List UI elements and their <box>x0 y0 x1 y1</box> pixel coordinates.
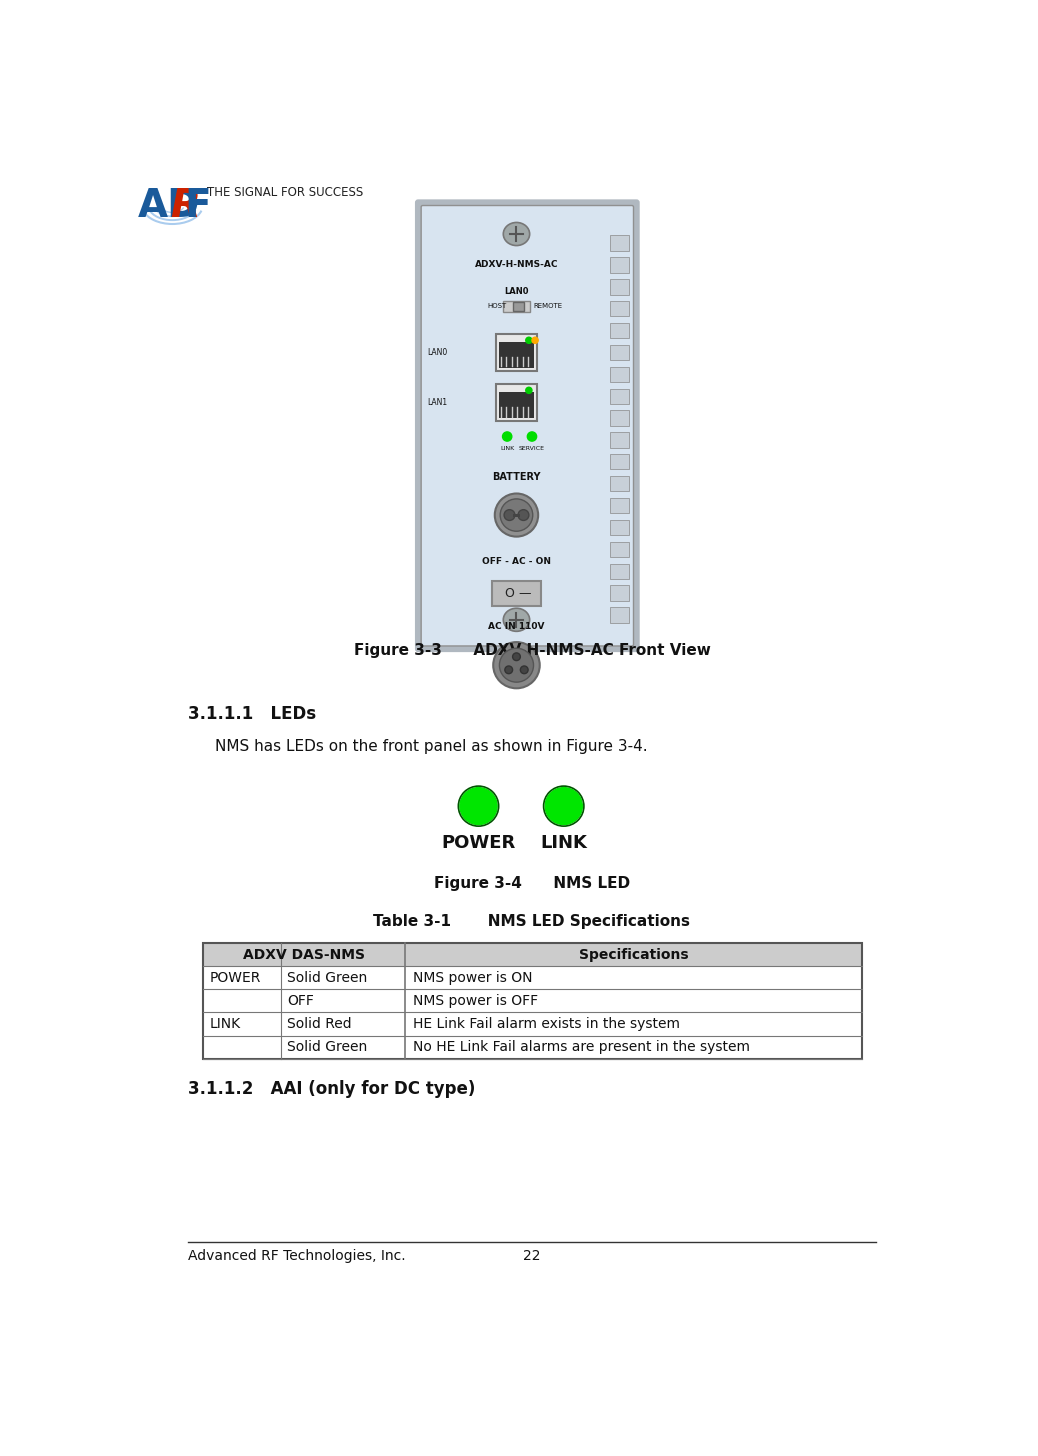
Text: Table 3-1       NMS LED Specifications: Table 3-1 NMS LED Specifications <box>374 914 690 929</box>
Bar <box>610 389 629 403</box>
Circle shape <box>460 788 497 824</box>
Bar <box>610 411 629 425</box>
FancyBboxPatch shape <box>421 205 633 646</box>
Bar <box>514 514 520 517</box>
Text: Figure 3-4      NMS LED: Figure 3-4 NMS LED <box>434 875 630 891</box>
Bar <box>502 301 530 312</box>
Ellipse shape <box>503 609 529 632</box>
Circle shape <box>500 499 532 531</box>
Bar <box>610 454 629 469</box>
Ellipse shape <box>503 223 529 246</box>
Text: BATTERY: BATTERY <box>492 472 541 482</box>
Text: Advanced RF Technologies, Inc.: Advanced RF Technologies, Inc. <box>188 1249 406 1262</box>
Circle shape <box>526 387 532 393</box>
Text: ADXV DAS-NMS: ADXV DAS-NMS <box>243 948 365 962</box>
Bar <box>610 345 629 360</box>
Text: R: R <box>170 186 200 226</box>
Text: REMOTE: REMOTE <box>534 303 563 309</box>
Text: No HE Link Fail alarms are present in the system: No HE Link Fail alarms are present in th… <box>413 1040 749 1054</box>
Bar <box>610 498 629 513</box>
Bar <box>203 967 863 990</box>
Text: Solid Green: Solid Green <box>288 971 367 984</box>
Text: —: — <box>518 587 530 600</box>
Bar <box>610 236 629 250</box>
Bar <box>610 542 629 558</box>
Text: NMS power is OFF: NMS power is OFF <box>413 994 538 1008</box>
Text: 3.1.1.1   LEDs: 3.1.1.1 LEDs <box>188 705 316 722</box>
Text: NMS has LEDs on the front panel as shown in Figure 3-4.: NMS has LEDs on the front panel as shown… <box>215 738 648 754</box>
Circle shape <box>545 788 582 824</box>
Bar <box>610 585 629 601</box>
Circle shape <box>504 510 515 520</box>
Bar <box>610 476 629 491</box>
Text: HOST: HOST <box>487 303 507 309</box>
Bar <box>610 301 629 316</box>
Text: THE SIGNAL FOR SUCCESS: THE SIGNAL FOR SUCCESS <box>208 185 363 198</box>
Bar <box>499 392 534 418</box>
Circle shape <box>518 510 529 520</box>
Bar <box>499 342 534 368</box>
Text: OFF - AC - ON: OFF - AC - ON <box>482 556 551 566</box>
Text: NMS power is ON: NMS power is ON <box>413 971 532 984</box>
Circle shape <box>504 665 513 674</box>
Bar <box>610 432 629 447</box>
Bar <box>610 258 629 272</box>
Bar <box>610 280 629 294</box>
Bar <box>203 1012 863 1035</box>
Text: Specifications: Specifications <box>579 948 688 962</box>
Bar <box>610 367 629 381</box>
Bar <box>203 1035 863 1059</box>
Circle shape <box>520 665 528 674</box>
Text: LAN0: LAN0 <box>504 287 528 296</box>
Bar <box>514 301 524 312</box>
Bar <box>203 990 863 1012</box>
Circle shape <box>527 432 537 441</box>
Bar <box>610 520 629 534</box>
Text: OFF: OFF <box>288 994 313 1008</box>
Bar <box>610 323 629 338</box>
Text: LINK: LINK <box>210 1018 241 1031</box>
Bar <box>496 333 537 371</box>
Bar <box>610 607 629 623</box>
Text: Solid Green: Solid Green <box>288 1040 367 1054</box>
Text: LINK: LINK <box>500 446 514 451</box>
Bar <box>496 384 537 421</box>
Circle shape <box>499 648 534 683</box>
Circle shape <box>526 338 532 344</box>
Bar <box>610 563 629 579</box>
Bar <box>203 943 863 1059</box>
Text: LINK: LINK <box>541 834 588 852</box>
Bar <box>203 943 863 967</box>
FancyBboxPatch shape <box>415 199 639 652</box>
Text: POWER: POWER <box>210 971 261 984</box>
Circle shape <box>502 432 512 441</box>
Circle shape <box>493 642 540 689</box>
Text: SERVICE: SERVICE <box>519 446 545 451</box>
Text: LAN0: LAN0 <box>428 348 447 357</box>
Bar <box>492 581 541 606</box>
Text: POWER: POWER <box>441 834 516 852</box>
Text: O: O <box>503 587 514 600</box>
Circle shape <box>532 338 538 344</box>
Text: ADXV-H-NMS-AC: ADXV-H-NMS-AC <box>474 261 558 269</box>
Text: Figure 3-3      ADXV-H-NMS-AC Front View: Figure 3-3 ADXV-H-NMS-AC Front View <box>354 644 710 658</box>
Text: 22: 22 <box>523 1249 541 1262</box>
Text: AD: AD <box>137 186 200 226</box>
Circle shape <box>513 652 520 661</box>
Text: AC IN 110V: AC IN 110V <box>488 622 545 632</box>
Text: HE Link Fail alarm exists in the system: HE Link Fail alarm exists in the system <box>413 1018 680 1031</box>
Circle shape <box>495 494 538 537</box>
Text: 3.1.1.2   AAI (only for DC type): 3.1.1.2 AAI (only for DC type) <box>188 1080 475 1098</box>
Text: Solid Red: Solid Red <box>288 1018 352 1031</box>
Text: LAN1: LAN1 <box>428 397 447 408</box>
Text: F: F <box>184 186 211 226</box>
